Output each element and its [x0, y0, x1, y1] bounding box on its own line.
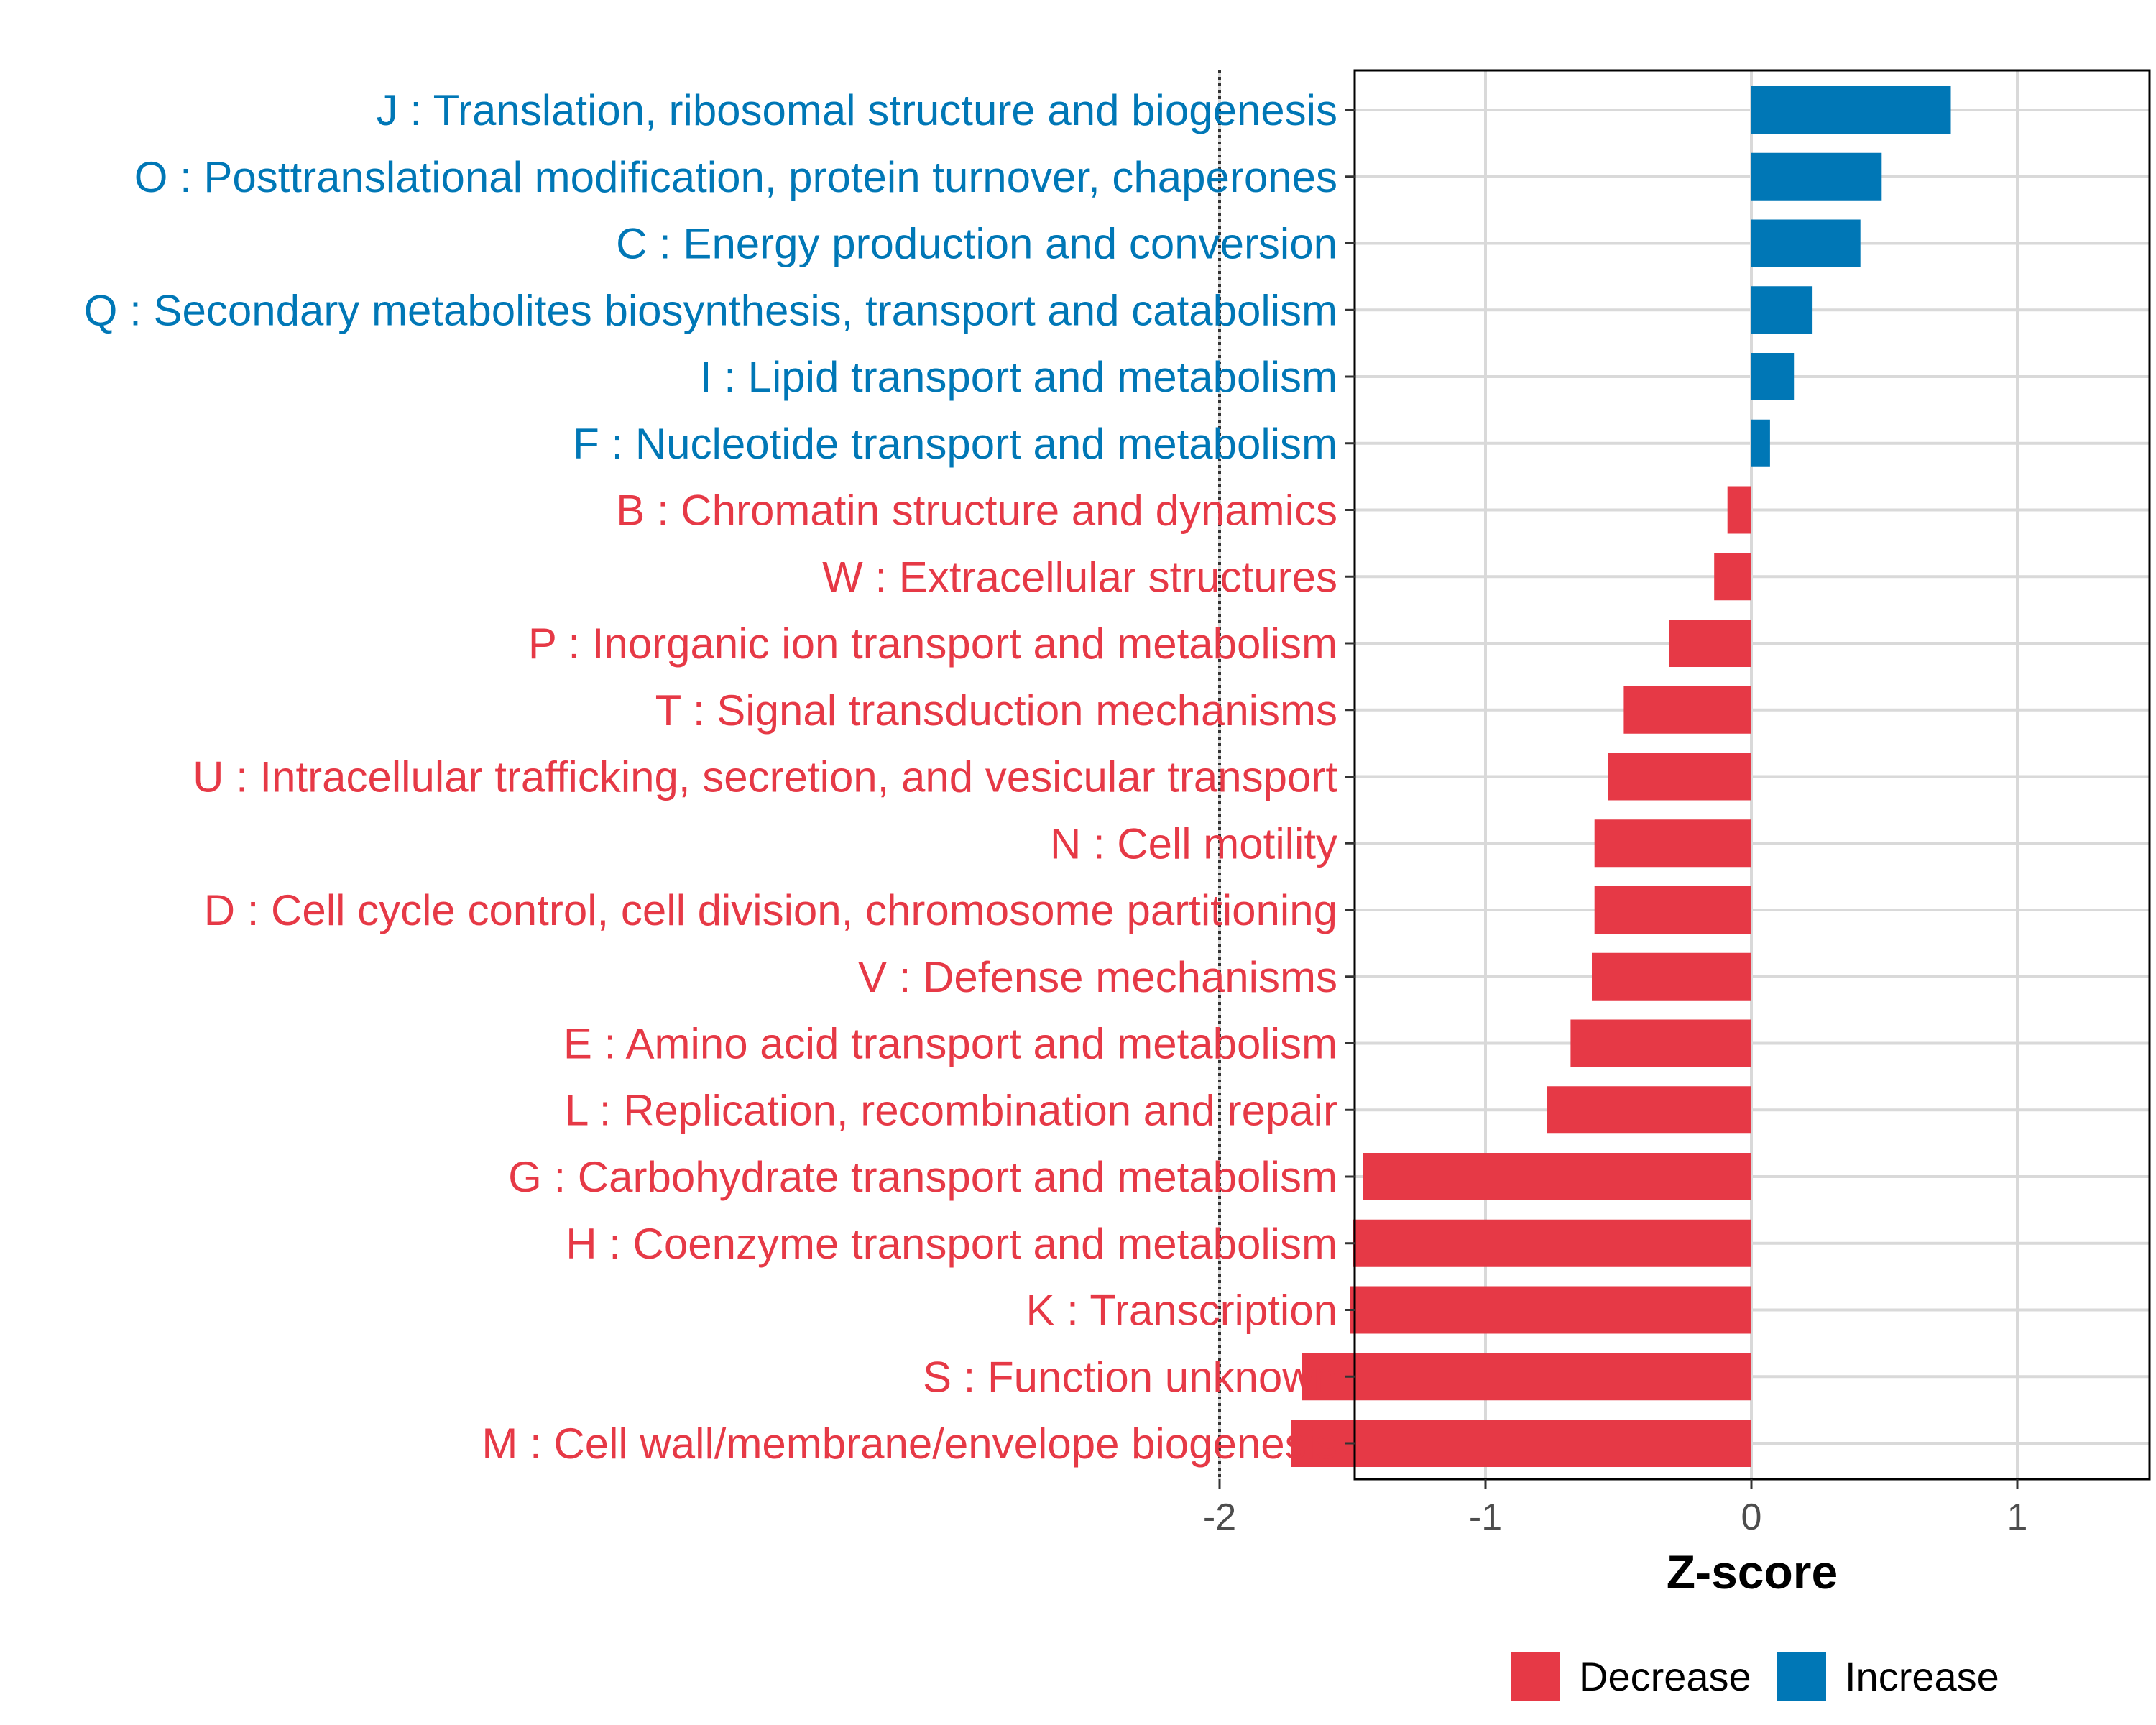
category-label: O : Posttranslational modification, prot…: [134, 153, 1337, 201]
bars-layer: [1291, 86, 1951, 1467]
category-label: V : Defense mechanisms: [858, 953, 1337, 1001]
legend-swatch-increase: [1777, 1652, 1826, 1701]
legend-swatch-decrease: [1511, 1652, 1560, 1701]
category-label: Q : Secondary metabolites biosynthesis, …: [84, 286, 1337, 334]
category-label: P : Inorganic ion transport and metaboli…: [528, 620, 1337, 668]
bar: [1751, 219, 1861, 267]
y-axis: J : Translation, ribosomal structure and…: [84, 86, 1355, 1468]
bar: [1751, 152, 1882, 201]
bar: [1594, 886, 1751, 934]
bar: [1751, 86, 1951, 134]
category-label: J : Translation, ribosomal structure and…: [377, 86, 1337, 134]
bar: [1608, 753, 1751, 801]
bar: [1751, 419, 1770, 467]
x-axis-title: Z-score: [1667, 1545, 1838, 1598]
bar: [1350, 1286, 1751, 1334]
category-label: B : Chromatin structure and dynamics: [616, 487, 1337, 535]
bar: [1592, 952, 1751, 1000]
bar: [1669, 620, 1751, 667]
category-label: E : Amino acid transport and metabolism: [563, 1020, 1337, 1068]
category-label: H : Coenzyme transport and metabolism: [566, 1220, 1337, 1268]
category-label: N : Cell motility: [1050, 819, 1337, 868]
bar: [1291, 1420, 1751, 1467]
bar: [1353, 1219, 1751, 1267]
category-label: M : Cell wall/membrane/envelope biogenes…: [482, 1420, 1337, 1468]
category-label: W : Extracellular structures: [822, 553, 1337, 601]
category-label: F : Nucleotide transport and metabolism: [573, 420, 1337, 468]
category-label: D : Cell cycle control, cell division, c…: [204, 886, 1337, 934]
bar: [1302, 1353, 1751, 1401]
bar: [1714, 553, 1751, 601]
bar: [1751, 353, 1795, 400]
legend: Decrease Increase: [1511, 1652, 1999, 1701]
bar: [1623, 686, 1751, 734]
x-tick-label: -2: [1203, 1496, 1236, 1538]
category-label: I : Lipid transport and metabolism: [700, 353, 1337, 401]
x-tick-label: 1: [2007, 1496, 2028, 1538]
category-label: U : Intracellular trafficking, secretion…: [193, 753, 1337, 801]
x-tick-label: 0: [1741, 1496, 1762, 1538]
bar: [1363, 1153, 1751, 1200]
bar: [1570, 1019, 1751, 1067]
reference-lines: [1218, 70, 1221, 1479]
x-tick-label: -1: [1469, 1496, 1502, 1538]
category-label: S : Function unknown: [923, 1353, 1337, 1401]
category-label: K : Transcription: [1026, 1287, 1337, 1335]
x-axis: -2-1012: [1203, 1479, 2028, 1538]
bar: [1547, 1086, 1751, 1134]
category-label: T : Signal transduction mechanisms: [655, 686, 1337, 735]
bar: [1727, 486, 1751, 534]
grid-layer: [1218, 70, 2150, 1479]
legend-label-increase: Increase: [1845, 1654, 1999, 1699]
category-label: C : Energy production and conversion: [616, 220, 1337, 268]
category-label: G : Carbohydrate transport and metabolis…: [508, 1153, 1337, 1201]
legend-label-decrease: Decrease: [1579, 1654, 1751, 1699]
category-label: L : Replication, recombination and repai…: [565, 1086, 1337, 1134]
bar: [1751, 286, 1813, 334]
bar: [1594, 819, 1751, 868]
